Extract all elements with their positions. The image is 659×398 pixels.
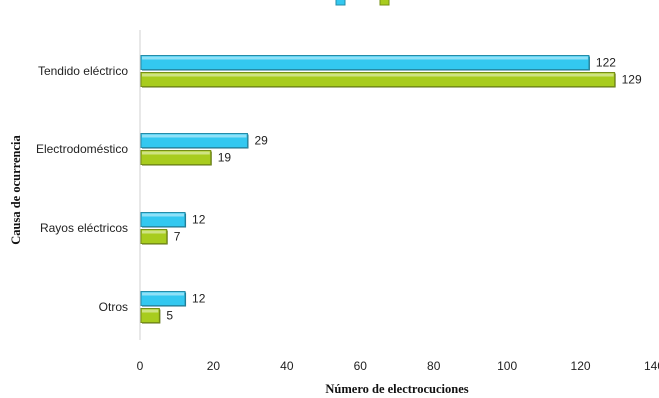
x-tick-label: 80 — [427, 359, 441, 373]
data-label: 5 — [166, 309, 173, 323]
x-tick-label: 0 — [137, 359, 144, 373]
data-label: 12 — [192, 292, 206, 306]
category-label: Tendido eléctrico — [38, 64, 128, 78]
bar-highlight — [142, 292, 185, 296]
bar-highlight — [142, 309, 159, 313]
x-axis-title: Número de electrocuciones — [325, 382, 468, 396]
bar-highlight — [142, 56, 588, 60]
data-label: 19 — [218, 151, 232, 165]
bar — [140, 72, 616, 87]
x-tick-label: 40 — [280, 359, 294, 373]
x-tick-label: 20 — [207, 359, 221, 373]
legend-swatch — [335, 0, 346, 6]
bar — [140, 55, 590, 70]
data-label: 29 — [254, 134, 268, 148]
category-label: Otros — [99, 300, 128, 314]
bar — [140, 133, 248, 148]
legend-swatch — [379, 0, 390, 6]
bar-highlight — [142, 151, 210, 155]
bar-highlight — [142, 134, 247, 138]
x-tick-label: 100 — [497, 359, 517, 373]
bar — [140, 308, 160, 323]
bar — [140, 229, 168, 244]
bars: 122 29 12 12 129 19 7 5 — [140, 55, 642, 324]
y-axis-title: Causa de ocurrencia — [9, 135, 23, 245]
category-label: Rayos eléctricos — [40, 221, 128, 235]
x-tick-label: 140 — [644, 359, 659, 373]
x-tick-labels: 0 20 40 60 80 100 120 140 — [137, 359, 659, 373]
data-label: 129 — [622, 73, 642, 87]
data-label: 7 — [174, 230, 181, 244]
category-label: Electrodoméstico — [36, 142, 128, 156]
data-label: 12 — [192, 213, 206, 227]
bar — [140, 212, 186, 227]
bar-highlight — [142, 213, 185, 217]
category-labels: Tendido eléctrico Electrodoméstico Rayos e… — [36, 64, 128, 314]
x-tick-label: 120 — [571, 359, 591, 373]
bar-highlight — [142, 73, 614, 77]
data-label: 122 — [596, 56, 616, 70]
x-tick-label: 60 — [354, 359, 368, 373]
bar — [140, 150, 212, 165]
legend — [335, 0, 390, 6]
bar — [140, 291, 186, 306]
bar-highlight — [142, 230, 166, 234]
